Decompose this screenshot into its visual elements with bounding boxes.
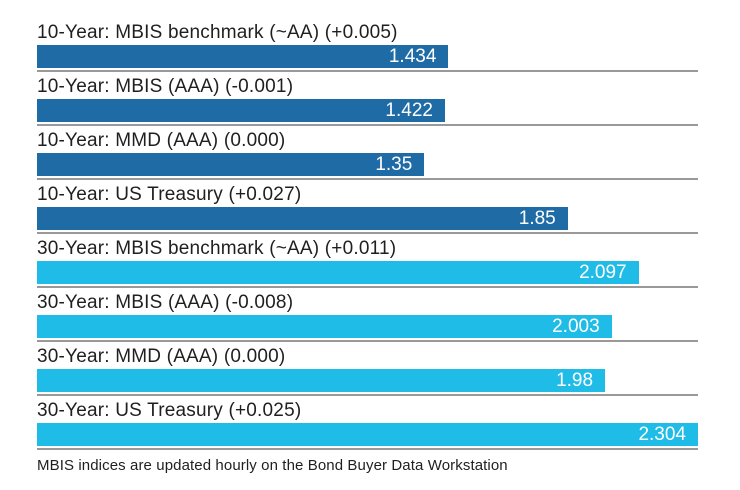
bar-track: 1.422	[37, 99, 698, 126]
bar: 2.097	[37, 261, 639, 284]
bar-track: 1.434	[37, 45, 698, 72]
bar-category-label: 30-Year: US Treasury (+0.025)	[37, 400, 302, 421]
bar-row: 30-Year: US Treasury (+0.025) 2.304	[37, 398, 698, 450]
bar: 1.98	[37, 369, 606, 392]
bar-category-label: 10-Year: MBIS benchmark (~AA) (+0.005)	[37, 22, 398, 43]
bar-track: 1.85	[37, 207, 698, 234]
bar-category-label: 30-Year: MBIS (AAA) (-0.008)	[37, 292, 294, 313]
bar-value-label: 1.85	[518, 207, 556, 229]
bar: 2.304	[37, 423, 698, 446]
bar: 1.85	[37, 207, 568, 230]
bar-value-label: 1.422	[385, 99, 433, 121]
bar-category-label: 30-Year: MBIS benchmark (~AA) (+0.011)	[37, 238, 397, 259]
bar-value-label: 2.304	[638, 423, 686, 445]
bar-row: 10-Year: MMD (AAA) (0.000) 1.35	[37, 128, 698, 180]
bar-category-label: 10-Year: MMD (AAA) (0.000)	[37, 130, 286, 151]
bar: 1.35	[37, 153, 425, 176]
bar-value-label: 1.98	[556, 369, 594, 391]
bar: 1.434	[37, 45, 449, 68]
bar-value-label: 1.434	[388, 45, 437, 67]
bar-track: 2.304	[37, 423, 698, 450]
yield-bar-chart: 10-Year: MBIS benchmark (~AA) (+0.005) 1…	[37, 20, 698, 474]
bar: 1.422	[37, 99, 445, 122]
bar-value-label: 1.35	[375, 153, 413, 175]
bar: 2.003	[37, 315, 612, 338]
bar-track: 1.98	[37, 369, 698, 396]
bar-row: 30-Year: MMD (AAA) (0.000) 1.98	[37, 344, 698, 396]
bar-row: 10-Year: MBIS benchmark (~AA) (+0.005) 1…	[37, 20, 698, 72]
bar-track: 2.097	[37, 261, 698, 288]
bar-row: 10-Year: MBIS (AAA) (-0.001) 1.422	[37, 74, 698, 126]
bar-row: 30-Year: MBIS benchmark (~AA) (+0.011) 2…	[37, 236, 698, 288]
chart-rows: 10-Year: MBIS benchmark (~AA) (+0.005) 1…	[37, 20, 698, 450]
bar-value-label: 2.097	[579, 261, 627, 283]
bar-row: 10-Year: US Treasury (+0.027) 1.85	[37, 182, 698, 234]
bar-track: 2.003	[37, 315, 698, 342]
bar-row: 30-Year: MBIS (AAA) (-0.008) 2.003	[37, 290, 698, 342]
bar-category-label: 10-Year: US Treasury (+0.027)	[37, 184, 302, 205]
bar-value-label: 2.003	[552, 315, 600, 337]
chart-footnote: MBIS indices are updated hourly on the B…	[37, 457, 508, 474]
bar-category-label: 10-Year: MBIS (AAA) (-0.001)	[37, 76, 294, 97]
bar-category-label: 30-Year: MMD (AAA) (0.000)	[37, 346, 286, 367]
bar-track: 1.35	[37, 153, 698, 180]
